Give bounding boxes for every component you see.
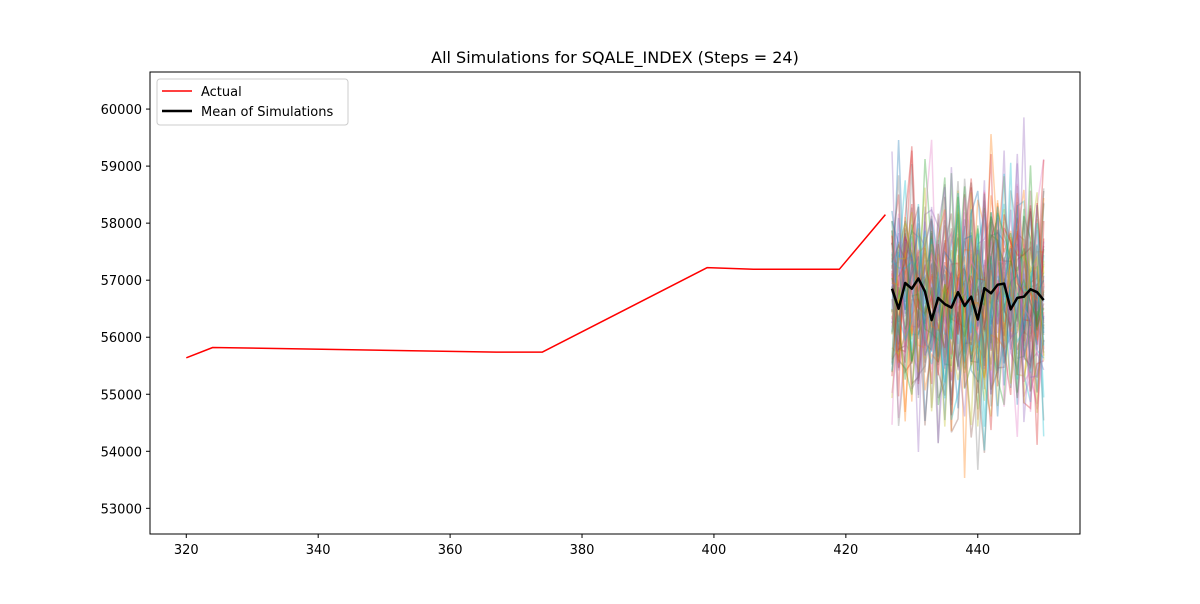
simulation-line — [891, 196, 1045, 433]
x-tick-label: 360 — [438, 543, 463, 558]
simulation-line — [891, 192, 1045, 399]
simulation-line — [891, 175, 1045, 421]
simulation-line — [891, 194, 1045, 381]
simulation-line — [891, 211, 1045, 409]
simulation-line — [891, 206, 1045, 390]
simulation-line — [891, 217, 1045, 389]
x-tick-label: 320 — [174, 543, 199, 558]
simulation-line — [891, 165, 1045, 406]
legend-label-actual: Actual — [201, 85, 242, 100]
y-tick-label: 59000 — [101, 160, 142, 175]
y-axis: 53000 54000 55000 56000 57000 58000 59000 60000 — [101, 103, 150, 517]
x-tick-label: 340 — [306, 543, 331, 558]
x-tick-label: 400 — [702, 543, 727, 558]
x-tick-label: 420 — [833, 543, 858, 558]
legend-box — [156, 78, 349, 126]
simulation-line — [891, 190, 1045, 386]
simulation-line — [891, 183, 1045, 425]
simulation-line — [891, 139, 1045, 419]
y-tick-label: 56000 — [101, 331, 142, 346]
x-axis: 320 340 360 380 400 420 440 — [174, 534, 990, 558]
simulation-line — [891, 150, 1045, 382]
simulation-line — [891, 197, 1045, 426]
simulation-lines — [891, 117, 1045, 479]
simulation-line — [891, 190, 1045, 453]
simulation-line — [891, 187, 1045, 413]
simulation-line — [891, 134, 1045, 342]
simulation-line — [891, 203, 1044, 431]
simulation-line — [891, 222, 1045, 420]
simulation-line — [891, 163, 1045, 423]
chart-title: All Simulations for SQALE_INDEX (Steps =… — [431, 48, 799, 68]
simulation-line — [891, 221, 1045, 396]
simulation-line — [891, 182, 1045, 366]
simulation-line — [891, 181, 1045, 399]
simulation-line — [891, 194, 1045, 396]
legend-label-mean: Mean of Simulations — [201, 105, 333, 120]
x-tick-label: 380 — [570, 543, 595, 558]
simulation-line — [891, 213, 1045, 383]
simulation-line — [891, 204, 1045, 421]
simulation-line — [891, 163, 1045, 426]
simulation-line — [891, 151, 1045, 443]
y-tick-label: 55000 — [101, 388, 142, 403]
plot-frame — [149, 71, 1081, 535]
y-tick-label: 54000 — [101, 445, 142, 460]
simulation-line — [891, 153, 1045, 395]
simulation-line — [891, 215, 1045, 470]
simulation-line — [891, 178, 1045, 444]
simulation-line — [891, 217, 1045, 365]
simulation-line — [891, 146, 1045, 445]
simulation-line — [891, 173, 1045, 437]
y-tick-label: 57000 — [101, 274, 142, 289]
simulation-line — [891, 197, 1045, 437]
y-tick-label: 58000 — [101, 217, 142, 232]
simulation-line — [891, 192, 1045, 427]
simulation-line — [891, 193, 1045, 479]
simulation-line — [891, 203, 1045, 431]
simulation-line — [891, 219, 1045, 407]
simulation-line — [891, 208, 1045, 392]
series-lines — [186, 214, 1045, 359]
simulation-line — [891, 158, 1045, 359]
simulation-line — [891, 180, 1045, 363]
simulation-line — [891, 150, 1045, 416]
simulation-line — [891, 192, 1045, 392]
simulation-line — [891, 190, 1045, 394]
x-tick-label: 440 — [965, 543, 990, 558]
simulation-line — [891, 159, 1045, 410]
simulation-line — [891, 194, 1045, 407]
legend: Actual Mean of Simulations — [156, 78, 349, 126]
actual-series-line — [186, 214, 886, 359]
simulation-line — [891, 139, 1045, 422]
simulation-line — [891, 199, 1045, 412]
simulation-line — [891, 158, 1045, 410]
simulation-line — [891, 196, 1045, 373]
mean-series-line — [890, 277, 1045, 322]
simulation-line — [891, 177, 1045, 395]
simulation-line — [891, 216, 1045, 380]
y-tick-label: 53000 — [101, 502, 142, 517]
simulation-line — [891, 220, 1045, 406]
simulation-line — [891, 205, 1045, 451]
y-tick-label: 60000 — [101, 103, 142, 118]
simulation-line — [891, 176, 1045, 366]
